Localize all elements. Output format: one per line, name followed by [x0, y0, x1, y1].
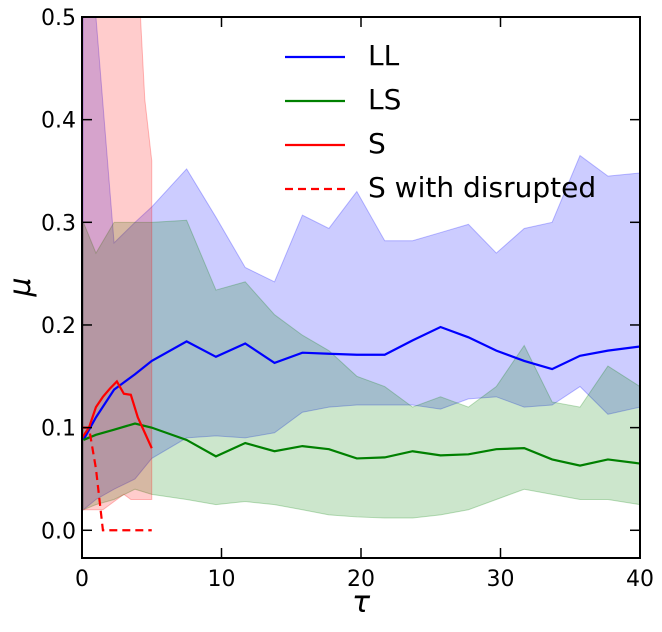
- legend-label: S with disrupted: [368, 171, 596, 204]
- series-line: [82, 379, 153, 449]
- y-tick-label: 0.0: [41, 519, 76, 544]
- y-tick-label: 0.2: [41, 314, 76, 339]
- y-tick-label: 0.4: [41, 109, 76, 134]
- y-tick-label: 0.3: [41, 211, 76, 236]
- plot-frame: [81, 16, 641, 559]
- series-line: [82, 422, 640, 467]
- confidence-band: [82, 219, 640, 519]
- confidence-band: [82, 17, 640, 511]
- legend-label: LS: [368, 83, 401, 116]
- legend-label: S: [368, 127, 386, 160]
- x-axis-label: τ: [352, 585, 371, 620]
- legend: LL LS S S with disrupted: [285, 39, 596, 204]
- legend-label: LL: [368, 39, 400, 72]
- x-tick-label: 40: [626, 567, 654, 592]
- x-tick-label: 0: [75, 567, 89, 592]
- y-tick-label: 0.1: [41, 417, 76, 442]
- x-tick-label: 20: [347, 567, 375, 592]
- series-line: [82, 325, 640, 441]
- x-tick-label: 30: [487, 567, 515, 592]
- y-axis-label: μ: [3, 277, 38, 297]
- axes: 0 10 20 30 40 0.0 0.1 0.2 0.3 0.4 0.5: [41, 6, 654, 592]
- lines: [82, 325, 640, 532]
- x-tick-label: 10: [208, 567, 236, 592]
- series-line: [82, 426, 152, 532]
- bands: [82, 17, 640, 519]
- y-tick-label: 0.5: [41, 6, 76, 31]
- confidence-band: [82, 17, 153, 511]
